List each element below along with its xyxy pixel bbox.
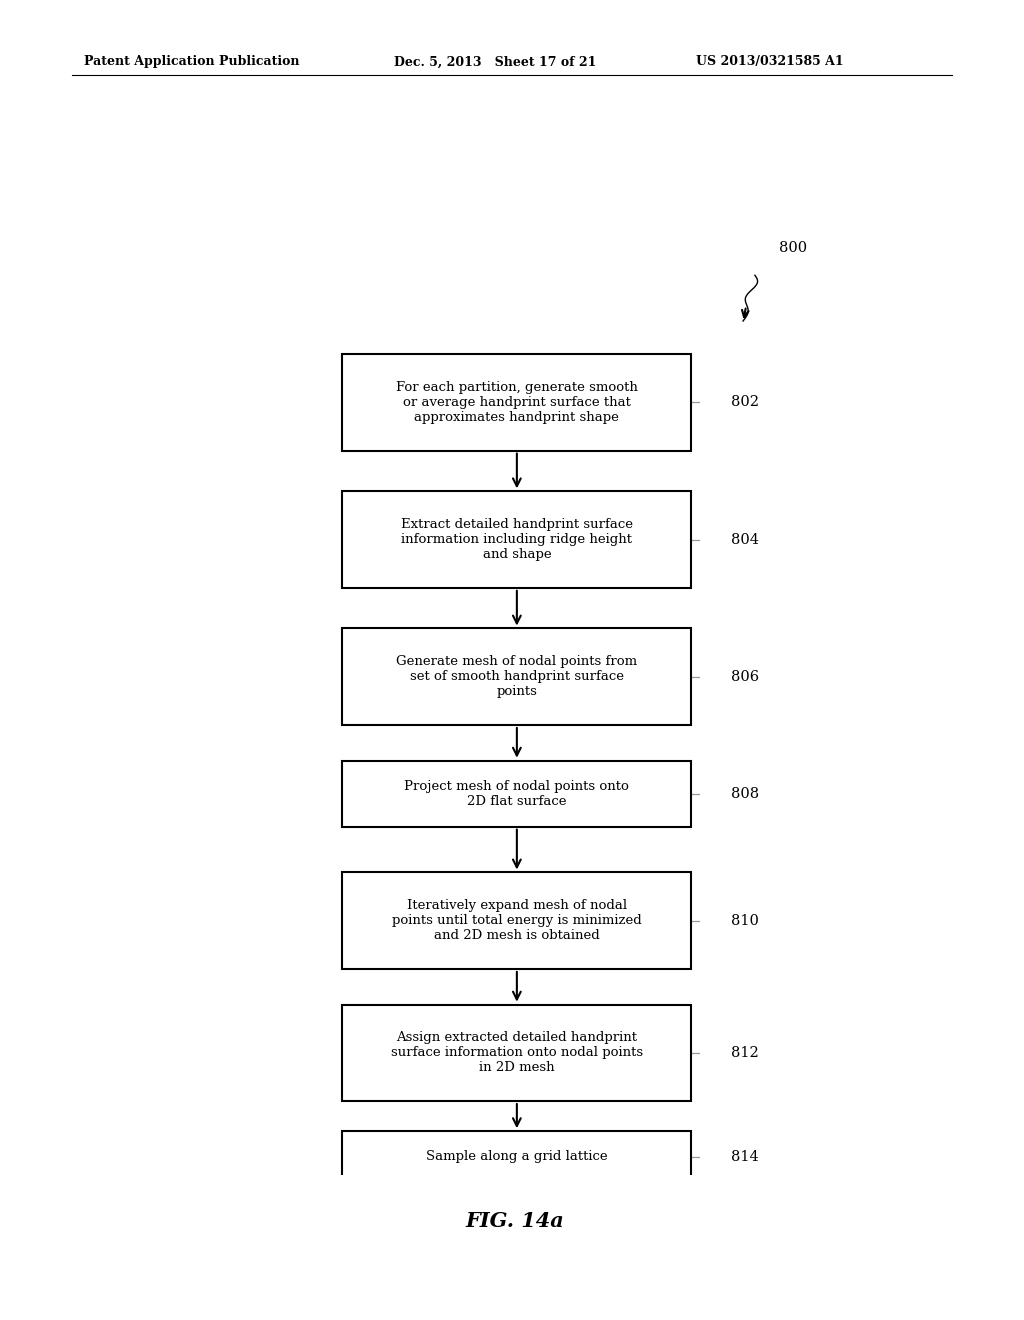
Text: 804: 804 xyxy=(731,532,759,546)
Text: Extract detailed handprint surface
information including ridge height
and shape: Extract detailed handprint surface infor… xyxy=(400,517,633,561)
Bar xyxy=(342,491,691,587)
Bar xyxy=(342,354,691,450)
Text: 806: 806 xyxy=(731,669,759,684)
Text: Iteratively expand mesh of nodal
points until total energy is minimized
and 2D m: Iteratively expand mesh of nodal points … xyxy=(392,899,642,942)
Text: Generate mesh of nodal points from
set of smooth handprint surface
points: Generate mesh of nodal points from set o… xyxy=(396,655,637,698)
Text: 812: 812 xyxy=(731,1045,759,1060)
Bar xyxy=(342,760,691,826)
Text: 800: 800 xyxy=(779,242,807,255)
Text: 802: 802 xyxy=(731,395,759,409)
Text: Assign extracted detailed handprint
surface information onto nodal points
in 2D : Assign extracted detailed handprint surf… xyxy=(391,1031,643,1074)
Text: Patent Application Publication: Patent Application Publication xyxy=(84,55,299,69)
Bar xyxy=(342,873,691,969)
Text: 808: 808 xyxy=(731,787,759,801)
Text: Project mesh of nodal points onto
2D flat surface: Project mesh of nodal points onto 2D fla… xyxy=(404,780,630,808)
Bar xyxy=(342,628,691,725)
Text: Sample along a grid lattice: Sample along a grid lattice xyxy=(426,1150,607,1163)
Text: Dec. 5, 2013   Sheet 17 of 21: Dec. 5, 2013 Sheet 17 of 21 xyxy=(394,55,597,69)
Text: 814: 814 xyxy=(731,1150,759,1163)
Text: FIG. 14a: FIG. 14a xyxy=(465,1210,564,1230)
Text: 810: 810 xyxy=(731,913,759,928)
Bar xyxy=(342,1131,691,1181)
Text: For each partition, generate smooth
or average handprint surface that
approximat: For each partition, generate smooth or a… xyxy=(396,381,638,424)
Bar xyxy=(342,1005,691,1101)
Text: US 2013/0321585 A1: US 2013/0321585 A1 xyxy=(696,55,844,69)
